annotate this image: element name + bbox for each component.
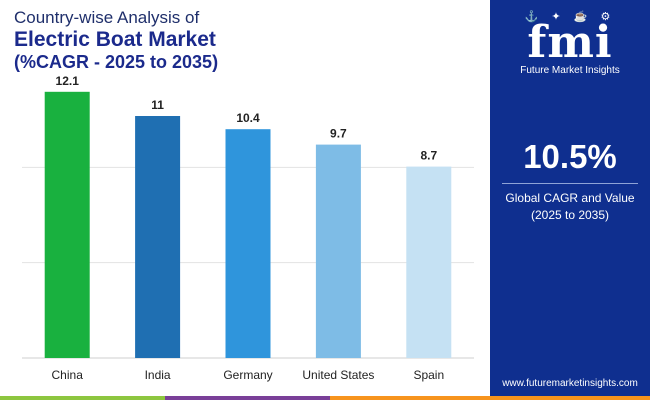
global-cagr-label: Global CAGR and Value (2025 to 2035) xyxy=(490,190,650,224)
data-label: 8.7 xyxy=(420,149,437,163)
bottom-stripe-green xyxy=(0,396,165,400)
website-link[interactable]: www.futuremarketinsights.com xyxy=(502,378,638,389)
x-tick-label: United States xyxy=(302,368,374,382)
side-panel: ⚓ ✦ ☕ ⚙ fmi Future Market Insights 10.5%… xyxy=(490,0,650,400)
logo-subtitle: Future Market Insights xyxy=(520,65,620,76)
title-line-1: Country-wise Analysis of xyxy=(14,8,200,27)
x-tick-label: Spain xyxy=(413,368,444,382)
x-tick-label: India xyxy=(145,368,171,382)
chart-title: Country-wise Analysis of Electric Boat M… xyxy=(14,8,218,72)
bar-chart: 12.1 China 11 India 10.4 Germany 9.7 United Sta… xyxy=(22,74,474,382)
x-tick-label: Germany xyxy=(223,368,272,382)
bar-germany xyxy=(225,129,271,358)
logo-icons: ⚓ ✦ ☕ ⚙ xyxy=(524,11,616,23)
data-label: 10.4 xyxy=(236,111,260,125)
bar-china xyxy=(44,91,90,359)
bar-spain xyxy=(406,166,452,358)
bottom-stripe-orange xyxy=(330,396,650,400)
logo-text: fmi xyxy=(527,17,613,68)
divider xyxy=(502,183,638,184)
fmi-logo: ⚓ ✦ ☕ ⚙ fmi Future Market Insights xyxy=(490,10,650,76)
x-tick-label: China xyxy=(52,368,84,382)
data-label: 9.7 xyxy=(330,127,347,141)
cagr-label-line-2: (2025 to 2035) xyxy=(530,208,610,222)
title-line-2: Electric Boat Market xyxy=(14,28,216,51)
data-label: 11 xyxy=(151,98,164,112)
bar-india xyxy=(135,116,181,358)
global-cagr-value: 10.5% xyxy=(523,138,617,175)
title-line-3: (%CAGR - 2025 to 2035) xyxy=(14,52,219,72)
cagr-label-line-1: Global CAGR and Value xyxy=(505,191,635,205)
bar-united-states xyxy=(315,144,361,358)
data-label: 12.1 xyxy=(56,74,80,88)
bottom-stripe-purple xyxy=(165,396,330,400)
